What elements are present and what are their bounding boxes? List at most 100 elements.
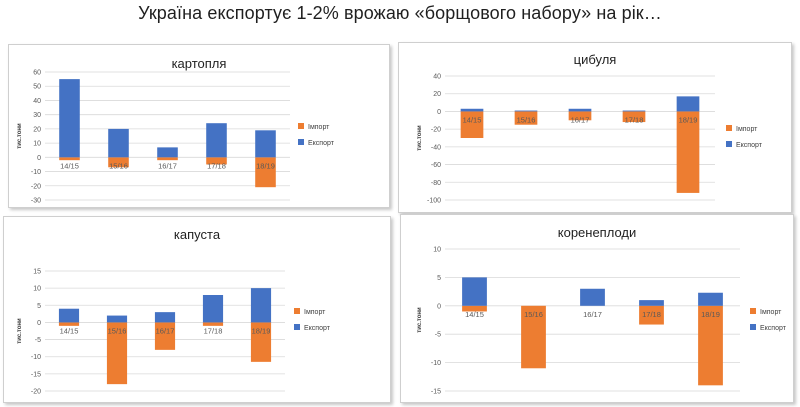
import-bar	[622, 111, 646, 123]
import-bar	[157, 157, 178, 161]
y-tick-label: -20	[31, 183, 41, 190]
x-category-label: 16/17	[571, 115, 590, 124]
import-bar	[206, 157, 227, 165]
y-tick-label: 0	[437, 303, 441, 310]
chart-cabbage: капуста 15 10 5 0 -5 -10 -15 -20 тис.тони 14/15 15/…	[17, 227, 331, 396]
y-tick-label: -15	[31, 371, 41, 378]
y-tick-label: 20	[433, 91, 441, 98]
chart-title: коренеплоди	[558, 225, 637, 240]
x-category-label: 15/16	[108, 326, 127, 335]
x-category-label: 18/19	[252, 326, 271, 335]
import-bar	[639, 305, 664, 325]
y-tick-label: 15	[33, 269, 41, 276]
legend-swatch-import	[294, 308, 300, 314]
import-bar	[108, 157, 129, 168]
x-category-label: 14/15	[463, 115, 482, 124]
legend-label-import: Імпорт	[308, 124, 330, 131]
x-category-label: 17/18	[204, 326, 223, 335]
x-category-label: 15/16	[524, 310, 543, 319]
legend-label-export: Експорт	[308, 140, 335, 147]
x-category-label: 14/15	[60, 161, 79, 170]
x-category-label: 17/18	[642, 310, 661, 319]
export-bar	[676, 96, 700, 112]
legend-swatch-export	[294, 324, 300, 330]
export-bar	[202, 295, 224, 323]
page-title: Україна експортує 1-2% врожаю «борщового…	[138, 3, 662, 23]
y-tick-label: -40	[431, 144, 441, 151]
y-tick-label: -100	[427, 198, 441, 205]
y-tick-label: 50	[33, 84, 41, 91]
y-tick-label: 60	[33, 70, 41, 77]
y-tick-label: -10	[31, 354, 41, 361]
y-tick-label: -20	[31, 389, 41, 396]
chart-title: картопля	[172, 56, 227, 71]
chart-title: цибуля	[574, 52, 617, 67]
import-bar	[255, 157, 276, 188]
import-bar	[154, 322, 176, 350]
chart-title: капуста	[174, 227, 221, 242]
import-bar	[514, 111, 538, 125]
legend-label-export: Експорт	[304, 325, 331, 332]
chart-panel-potato: картопля 60 50 40 30 20 10 0 -10 -20 -30 тис.тони 14…	[8, 44, 390, 208]
y-axis-label: тис.тони	[417, 125, 423, 151]
legend-label-export: Експорт	[736, 142, 763, 149]
x-category-label: 16/17	[156, 326, 175, 335]
chart-potato: картопля 60 50 40 30 20 10 0 -10 -20 -30 тис.тони 14…	[17, 56, 335, 205]
y-tick-label: -5	[435, 332, 441, 339]
export-bar	[622, 110, 646, 112]
y-tick-label: 0	[37, 320, 41, 327]
import-bar	[250, 322, 272, 362]
chart-root-vegetables: коренеплоди 10 5 0 -5 -10 -15 тис.тони 14/15 15/1…	[417, 225, 787, 396]
import-bar	[521, 305, 546, 369]
y-tick-label: -60	[431, 162, 441, 169]
import-bar	[106, 322, 128, 385]
export-bar	[59, 79, 80, 158]
export-bar	[108, 128, 129, 158]
import-bar	[202, 322, 224, 326]
y-tick-label: 40	[33, 98, 41, 105]
chart-onion: цибуля 40 20 0 -20 -40 -60 -80 -100 тис.тони 14/15…	[417, 52, 763, 205]
legend-label-export: Експорт	[760, 325, 787, 332]
chart-panel-onion: цибуля 40 20 0 -20 -40 -60 -80 -100 тис.тони 14/15…	[398, 42, 792, 213]
export-bar	[154, 312, 176, 323]
export-bar	[157, 147, 178, 158]
y-tick-label: -80	[431, 180, 441, 187]
legend-label-import: Імпорт	[304, 309, 326, 316]
legend-swatch-import	[726, 125, 732, 131]
y-axis-label: тис.тони	[17, 318, 23, 344]
legend-label-import: Імпорт	[736, 126, 758, 133]
legend-label-import: Імпорт	[760, 309, 782, 316]
export-bar	[698, 292, 723, 306]
y-axis-label: тис.тони	[417, 307, 423, 333]
y-tick-label: -5	[35, 337, 41, 344]
y-tick-label: -10	[431, 360, 441, 367]
y-tick-label: 40	[433, 74, 441, 81]
x-category-label: 17/18	[625, 115, 644, 124]
legend-swatch-export	[298, 139, 304, 145]
export-bar	[255, 130, 276, 158]
y-tick-label: 20	[33, 126, 41, 133]
legend-swatch-export	[726, 141, 732, 147]
chart-panel-cabbage: капуста 15 10 5 0 -5 -10 -15 -20 тис.тони 14/15 15/…	[3, 216, 391, 403]
export-bar	[58, 308, 80, 323]
y-tick-label: 30	[33, 112, 41, 119]
y-tick-label: 5	[437, 275, 441, 282]
export-bar	[639, 300, 664, 306]
export-bar	[250, 288, 272, 323]
export-bar	[568, 108, 592, 112]
y-tick-label: -30	[31, 198, 41, 205]
import-bar	[698, 305, 723, 386]
y-tick-label: -10	[31, 169, 41, 176]
legend-swatch-import	[298, 123, 304, 129]
export-bar	[460, 108, 484, 112]
x-category-label: 14/15	[60, 326, 79, 335]
chart-panel-root-vegetables: коренеплоди 10 5 0 -5 -10 -15 тис.тони 14/15 15/1…	[400, 214, 794, 403]
legend-swatch-export	[750, 324, 756, 330]
y-axis-label: тис.тони	[17, 123, 23, 149]
x-category-label: 16/17	[158, 161, 177, 170]
y-tick-label: 0	[37, 155, 41, 162]
x-category-label: 18/19	[256, 161, 275, 170]
import-bar	[462, 305, 487, 312]
y-tick-label: 5	[37, 303, 41, 310]
x-category-label: 18/19	[679, 115, 698, 124]
